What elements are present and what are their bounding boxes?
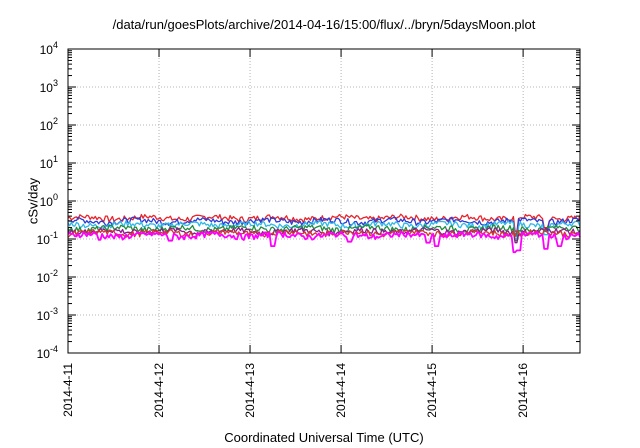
x-tick-label: 2014-4-11 bbox=[61, 363, 75, 417]
y-tick-label: 10-1 bbox=[37, 230, 58, 247]
y-tick-label: 10-3 bbox=[37, 306, 58, 323]
axis-ticks: 10-4 10-3 10-2 10-1 100 101 102 103 104 2014-4-11… bbox=[37, 40, 580, 418]
series-lines bbox=[67, 213, 581, 254]
x-tick-label: 2014-4-13 bbox=[243, 363, 257, 418]
x-tick-label: 2014-4-15 bbox=[425, 363, 439, 418]
x-tick-label: 2014-4-16 bbox=[516, 363, 530, 418]
x-tick-label: 2014-4-14 bbox=[334, 363, 348, 418]
x-axis-label: Coordinated Universal Time (UTC) bbox=[224, 430, 424, 445]
x-tick-label: 2014-4-12 bbox=[152, 363, 166, 418]
y-tick-label: 102 bbox=[40, 116, 58, 133]
y-tick-label: 10-2 bbox=[37, 268, 58, 285]
series-line-6 bbox=[67, 228, 581, 239]
chart-title: /data/run/goesPlots/archive/2014-04-16/1… bbox=[112, 17, 536, 32]
y-tick-label: 104 bbox=[40, 40, 58, 57]
y-tick-label: 10-4 bbox=[37, 344, 58, 361]
y-tick-label: 100 bbox=[40, 192, 58, 209]
grid bbox=[68, 49, 580, 353]
y-tick-label: 103 bbox=[40, 78, 58, 95]
y-tick-label: 101 bbox=[40, 154, 58, 171]
series-line-7 bbox=[67, 230, 581, 254]
series-line-3 bbox=[67, 220, 581, 240]
